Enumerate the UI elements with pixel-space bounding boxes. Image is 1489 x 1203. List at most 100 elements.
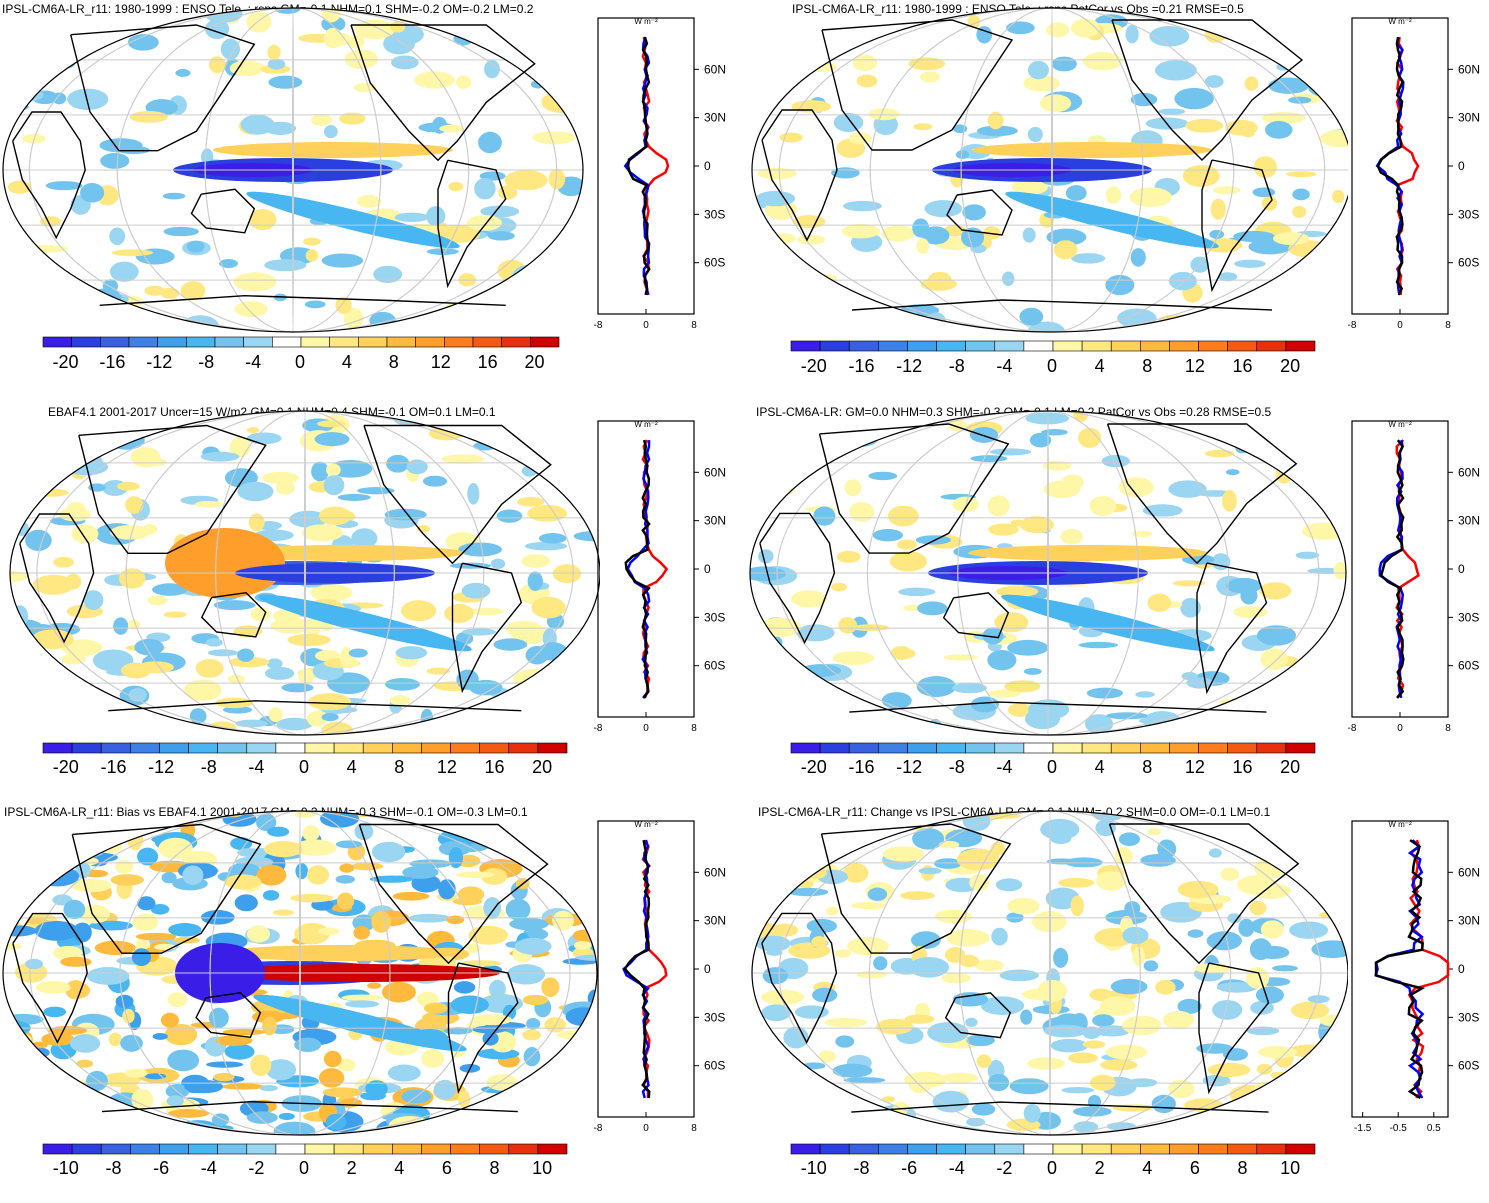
colorbar-swatch <box>537 742 568 754</box>
lat-tick-label: 60N <box>704 865 726 879</box>
field-patch <box>527 928 549 940</box>
coastline-africa <box>761 109 838 242</box>
itcz-anomaly <box>968 545 1208 561</box>
field-patch <box>1078 427 1102 448</box>
colorbar-swatch <box>472 336 502 348</box>
colorbar-swatch <box>246 1143 277 1155</box>
field-patch <box>796 624 835 642</box>
field-patch <box>1151 1094 1176 1114</box>
field-patch <box>32 574 75 595</box>
field-patch <box>10 481 26 496</box>
field-patch <box>810 1099 849 1121</box>
field-patch <box>791 590 828 608</box>
coastline-south-america <box>451 562 523 694</box>
colorbar-swatch <box>159 1143 189 1155</box>
colorbar <box>42 1143 568 1155</box>
field-patch <box>31 629 74 650</box>
field-patch <box>856 970 888 979</box>
colorbar-swatch <box>130 742 160 754</box>
field-patch <box>1307 995 1330 1003</box>
field-patch <box>132 913 159 931</box>
field-patch <box>760 989 805 1005</box>
colorbar-tick-label: 16 <box>484 757 505 777</box>
field-patch <box>1245 967 1270 989</box>
colorbar-tick-label: -2 <box>996 1158 1013 1178</box>
field-patch <box>1029 432 1052 448</box>
field-patch <box>1309 476 1344 483</box>
field-patch <box>109 227 126 246</box>
field-patch <box>58 318 86 332</box>
field-patch <box>1256 1063 1273 1075</box>
colorbar-tick-label: -16 <box>99 352 126 372</box>
field-patch <box>265 666 295 680</box>
colorbar-tick-label: 2 <box>346 1158 357 1178</box>
field-patch <box>60 956 92 967</box>
colorbar-swatch <box>1256 340 1287 352</box>
field-patch <box>1158 108 1186 115</box>
field-patch <box>1147 828 1162 836</box>
colorbar-tick-label: 12 <box>1184 356 1205 376</box>
field-patch <box>234 301 268 318</box>
graticule-meridian <box>1051 7 1053 333</box>
colorbar-tick-label: -16 <box>100 757 127 777</box>
field-patch <box>795 438 824 453</box>
field-patch <box>897 539 918 550</box>
colorbar-swatch <box>878 742 908 754</box>
colorbar-swatch <box>392 1143 422 1155</box>
lat-tick-label: 60S <box>704 1059 725 1073</box>
field-patch <box>351 528 378 549</box>
field-patch <box>473 441 497 451</box>
colorbar-swatch <box>479 742 510 754</box>
field-patch <box>147 595 168 606</box>
colorbar-swatch <box>1285 340 1316 352</box>
graticule-meridian <box>304 410 306 736</box>
field-patch <box>325 463 341 477</box>
colorbar-tick-label: -12 <box>896 356 923 376</box>
field-patch <box>988 1073 1010 1092</box>
field-patch <box>433 1079 457 1100</box>
field-patch <box>1082 52 1123 71</box>
field-patch <box>796 234 826 245</box>
colorbar-tick-label: 0 <box>298 1158 310 1178</box>
field-patch <box>541 91 581 114</box>
field-patch <box>956 848 1000 871</box>
field-patch <box>339 863 355 873</box>
colorbar-labels: -10 -8 -6 -4 -2 0 2 4 6 8 10 <box>42 1158 566 1180</box>
lat-tick-label: 60N <box>704 62 726 76</box>
zonal-mean-profile: W m⁻² 60N 30N 0 30S 60S -8 0 8 <box>594 820 726 1134</box>
field-patch <box>912 218 930 238</box>
colorbar-swatch <box>790 340 821 352</box>
colorbar-labels: -20 -16 -12 -8 -4 0 4 8 12 16 20 <box>42 757 566 779</box>
coastline-south-america <box>1201 159 1273 293</box>
field-patch <box>1027 60 1050 80</box>
field-patch <box>812 987 838 1003</box>
colorbar-swatch <box>214 336 244 348</box>
field-patch <box>328 459 373 478</box>
field-patch <box>26 1096 57 1114</box>
colorbar-tick-label: 10 <box>1280 1158 1301 1178</box>
colorbar-tick-label: -2 <box>248 1158 265 1178</box>
colorbar-swatch <box>100 336 130 348</box>
colorbar-tick-label: -8 <box>948 757 965 777</box>
colorbar-tick-label: -16 <box>848 757 875 777</box>
colorbar-swatch <box>537 1143 568 1155</box>
field-patch <box>1041 428 1068 436</box>
field-patch <box>400 600 437 622</box>
field-patch <box>1051 56 1077 72</box>
profile-frame <box>1351 820 1449 1118</box>
field-patch <box>1292 205 1307 218</box>
field-patch <box>35 980 71 994</box>
map-outline <box>2 7 584 333</box>
coastline-north-america <box>363 424 552 565</box>
field-patch <box>384 678 420 691</box>
field-patch <box>322 1087 363 1098</box>
lat-tick-label: 60N <box>1458 865 1480 879</box>
lat-tick-label: 60N <box>704 465 726 479</box>
field-patch <box>263 840 303 858</box>
colorbar-swatch <box>1140 742 1170 754</box>
field-patch <box>538 533 567 544</box>
field-patch <box>390 21 406 33</box>
colorbar-tick-label: -8 <box>853 1158 870 1178</box>
field-patch <box>137 896 156 911</box>
field-patch <box>1255 986 1284 1004</box>
